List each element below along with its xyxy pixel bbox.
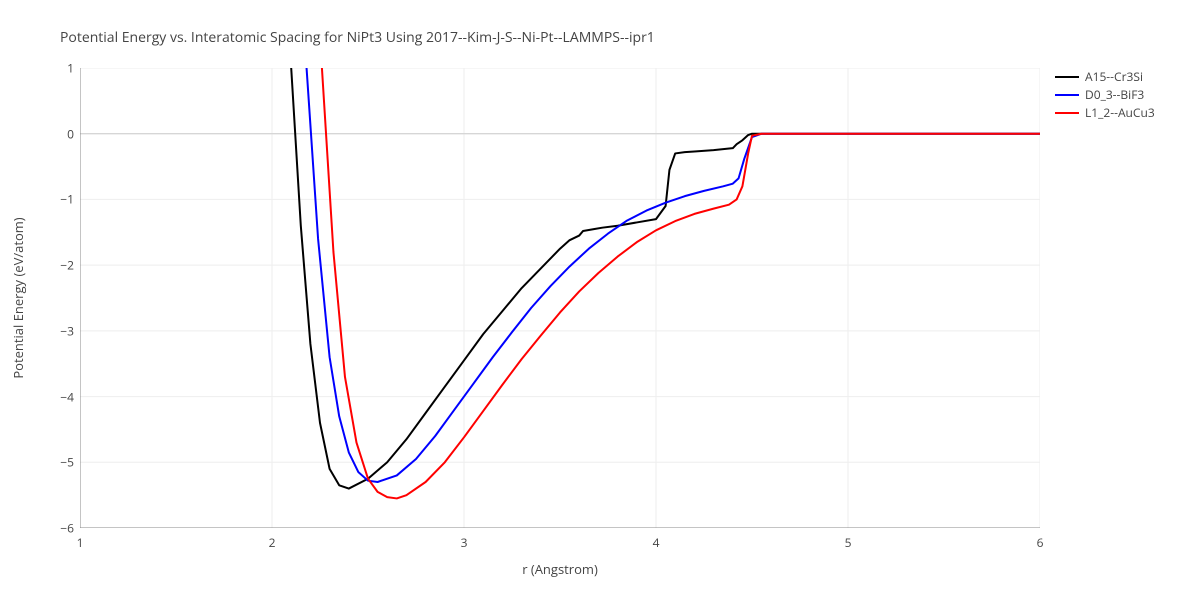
legend-swatch: [1055, 112, 1079, 114]
x-tick-label: 5: [845, 528, 852, 551]
series-lines[interactable]: [280, 68, 1040, 498]
y-tick-label: −1: [60, 191, 80, 208]
legend-swatch: [1055, 94, 1079, 96]
x-tick-label: 1: [77, 528, 84, 551]
axis-lines: [80, 68, 1040, 528]
gridlines: [80, 68, 1040, 528]
legend-item[interactable]: D0_3--BiF3: [1055, 86, 1155, 104]
legend-swatch: [1055, 76, 1079, 78]
x-tick-label: 2: [269, 528, 276, 551]
series-D0_3--BiF3[interactable]: [295, 68, 1040, 482]
legend-item[interactable]: A15--Cr3Si: [1055, 68, 1155, 86]
y-tick-label: 0: [67, 125, 80, 142]
legend[interactable]: A15--Cr3SiD0_3--BiF3L1_2--AuCu3: [1055, 68, 1155, 122]
y-tick-label: −2: [60, 257, 80, 274]
chart-container: Potential Energy vs. Interatomic Spacing…: [0, 0, 1200, 600]
y-tick-label: −5: [60, 454, 80, 471]
y-tick-label: 1: [67, 60, 80, 77]
chart-title: Potential Energy vs. Interatomic Spacing…: [60, 28, 655, 47]
y-axis-label: Potential Energy (eV/atom): [9, 217, 27, 378]
x-axis-label: r (Angstrom): [80, 560, 1040, 578]
series-L1_2--AuCu3[interactable]: [310, 68, 1040, 498]
legend-label: D0_3--BiF3: [1085, 86, 1144, 104]
series-A15--Cr3Si[interactable]: [280, 68, 1040, 489]
y-tick-label: −4: [60, 388, 80, 405]
plot-svg[interactable]: [80, 68, 1040, 528]
legend-item[interactable]: L1_2--AuCu3: [1055, 104, 1155, 122]
plot-area[interactable]: −6−5−4−3−2−101 123456: [80, 68, 1040, 528]
legend-label: A15--Cr3Si: [1085, 68, 1143, 86]
legend-label: L1_2--AuCu3: [1085, 104, 1155, 122]
x-tick-label: 4: [653, 528, 660, 551]
x-tick-label: 3: [461, 528, 468, 551]
y-tick-label: −3: [60, 322, 80, 339]
x-tick-label: 6: [1037, 528, 1044, 551]
